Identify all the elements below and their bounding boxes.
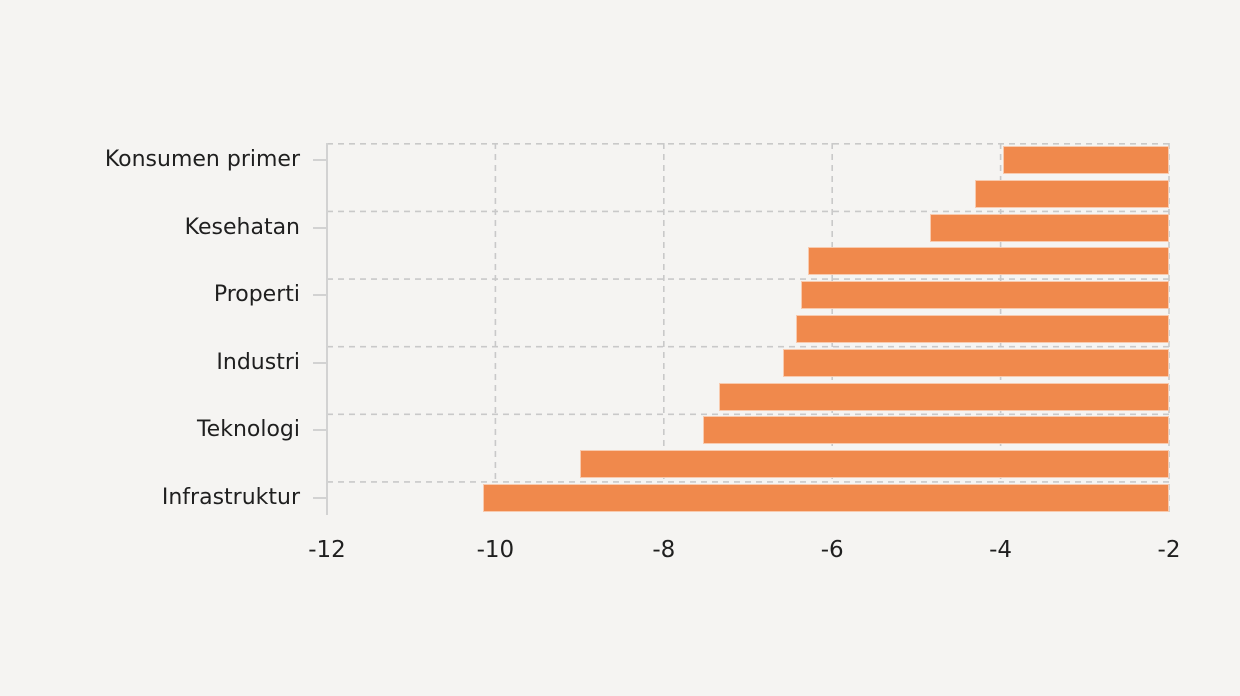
y-tick — [313, 158, 327, 161]
plot-area — [326, 143, 1170, 515]
y-axis-ticks — [313, 143, 327, 515]
bar — [702, 416, 1169, 445]
y-tick-label: Kesehatan — [184, 214, 300, 240]
bar — [975, 179, 1169, 208]
bar — [482, 484, 1169, 513]
y-tick-label: Industri — [216, 349, 300, 375]
bars-layer — [327, 143, 1169, 515]
x-tick-label: -12 — [308, 537, 346, 563]
y-tick — [313, 361, 327, 364]
y-tick-label: Teknologi — [196, 417, 300, 443]
bar — [579, 450, 1169, 479]
x-tick-label: -6 — [820, 537, 844, 563]
bar — [1003, 145, 1169, 174]
y-tick-label: Properti — [213, 282, 300, 308]
y-tick-label: Konsumen primer — [104, 146, 300, 172]
x-axis-labels: -12 -10 -8 -6 -4 -2 — [308, 537, 1180, 567]
y-tick-label: Infrastruktur — [161, 485, 300, 511]
bar — [782, 348, 1169, 377]
bar — [795, 315, 1169, 343]
x-tick-label: -4 — [989, 537, 1013, 563]
bar — [929, 213, 1169, 242]
bar — [718, 382, 1169, 411]
bar — [801, 281, 1169, 310]
y-tick — [313, 294, 327, 297]
y-axis-spine — [326, 143, 328, 515]
x-tick-label: -2 — [1157, 537, 1181, 563]
x-tick-label: -10 — [476, 537, 515, 563]
y-axis-labels: Konsumen primer Kesehatan Properti Industri… — [0, 143, 300, 515]
y-tick — [313, 497, 327, 500]
y-tick — [313, 429, 327, 432]
x-tick-label: -8 — [652, 537, 676, 563]
y-tick — [313, 226, 327, 229]
bar — [807, 247, 1169, 276]
